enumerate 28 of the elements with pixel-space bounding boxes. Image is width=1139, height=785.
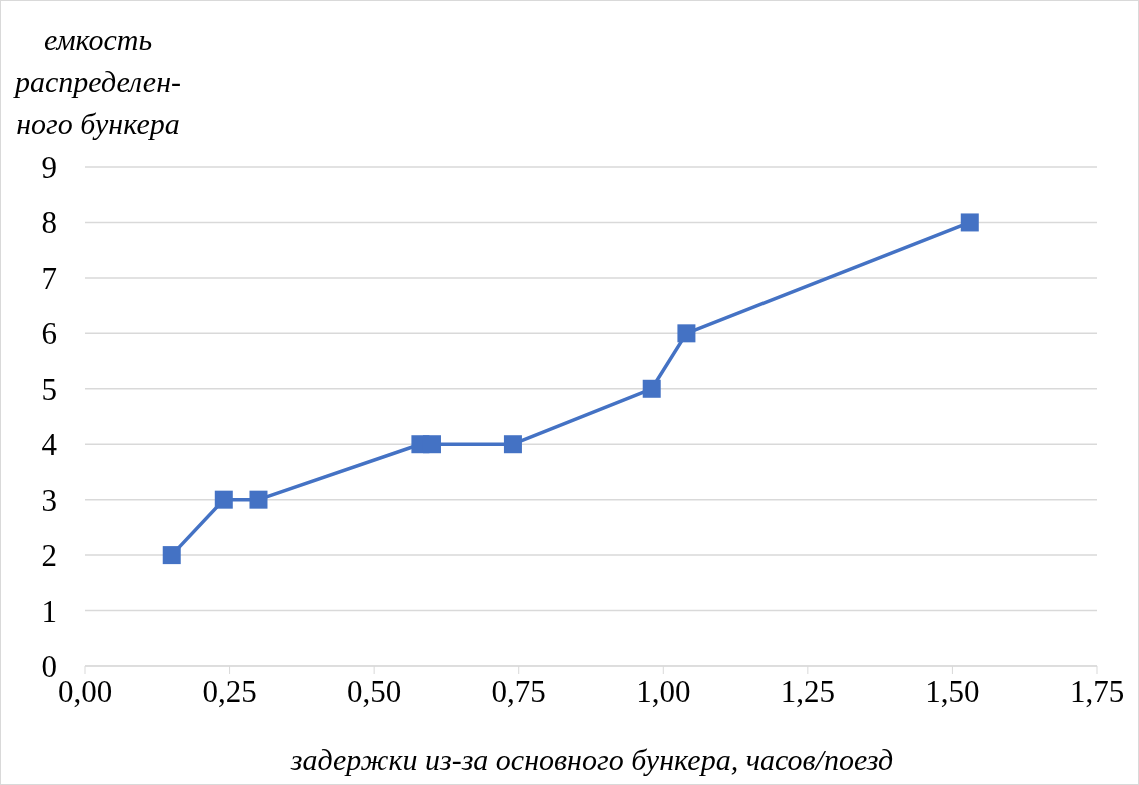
x-tick-label: 0,25	[202, 674, 257, 710]
point	[677, 324, 696, 343]
y-tick-label: 7	[41, 260, 57, 296]
x-axis-title: задержки из-за основного бункера, часов/поезд	[289, 743, 895, 777]
point	[249, 490, 268, 509]
point	[960, 213, 979, 232]
y-tick-label: 6	[41, 316, 57, 352]
y-tick-label: 8	[41, 205, 57, 241]
x-tick-label: 0,00	[57, 674, 113, 710]
point	[162, 546, 181, 565]
x-tick-label: 0,50	[347, 674, 402, 710]
x-tick-label: 1,50	[925, 674, 980, 710]
point	[642, 379, 661, 398]
y-tick-label: 2	[41, 538, 57, 574]
x-tick-label: 0,75	[491, 674, 546, 710]
y-tick-label: 9	[41, 150, 57, 186]
y-tick-label: 3	[41, 482, 57, 518]
x-tick-label: 1,00	[636, 674, 691, 710]
point	[214, 490, 233, 509]
x-tick-label: 1,75	[1069, 674, 1125, 710]
point	[422, 435, 441, 454]
point	[503, 435, 522, 454]
y-tick-label: 0	[41, 649, 57, 685]
y-tick-label: 5	[41, 371, 57, 407]
y-tick-label: 1	[41, 593, 57, 629]
y-axis-title: емкость распределен- ного бункера	[15, 22, 182, 142]
x-tick-label: 1,25	[780, 674, 835, 710]
y-tick-label: 4	[41, 427, 58, 463]
